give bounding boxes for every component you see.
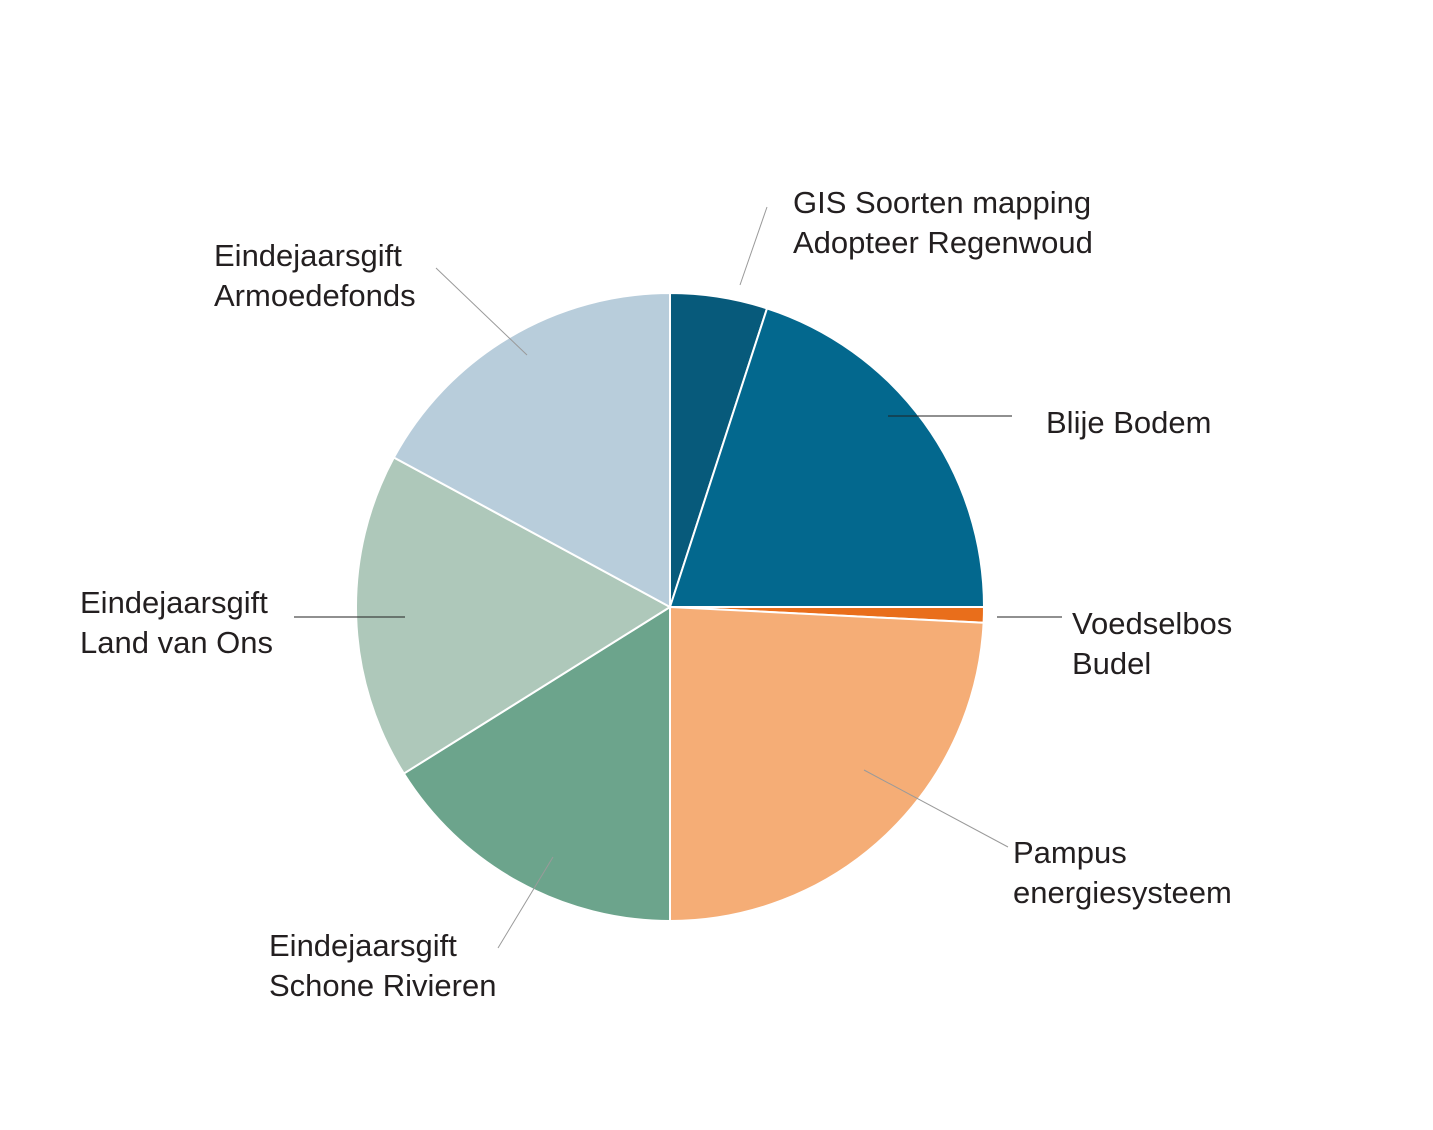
leader-lines	[294, 206, 1062, 949]
slice-labels: GIS Soorten mapping Adopteer Regenwoud Bli…	[80, 185, 1232, 1003]
slice-label-line: Budel	[1072, 646, 1151, 681]
slice-label-line: Armoedefonds	[214, 278, 416, 313]
leader-line-7	[435, 267, 528, 356]
slice-label-line: Eindejaarsgift	[269, 928, 457, 963]
slice-label-5: Eindejaarsgift Schone Rivieren	[269, 928, 496, 1003]
slice-label-6: Eindejaarsgift Land van Ons	[80, 585, 273, 660]
leader-line-1	[739, 206, 768, 286]
slice-label-line: Eindejaarsgift	[80, 585, 268, 620]
leader-line-5	[497, 856, 554, 949]
slice-label-line: Schone Rivieren	[269, 968, 496, 1003]
slice-label-line: Voedselbos	[1072, 606, 1232, 641]
pie-slice-7	[392, 292, 671, 608]
slice-label-line: Adopteer Regenwoud	[793, 225, 1093, 260]
slice-label-1: GIS Soorten mapping Adopteer Regenwoud	[793, 185, 1093, 260]
slice-label-line: Blije Bodem	[1046, 405, 1211, 440]
slice-label-line: energiesysteem	[1013, 875, 1232, 910]
pie-slice-2	[669, 307, 985, 608]
slice-label-2: Blije Bodem	[1046, 405, 1211, 440]
leader-line-4	[863, 769, 1009, 848]
slice-label-4: Pampus energiesysteem	[1013, 835, 1232, 910]
slice-label-line: Pampus	[1013, 835, 1127, 870]
slice-label-line: GIS Soorten mapping	[793, 185, 1091, 220]
pie-slice-5	[402, 606, 671, 922]
pie-slice-4	[669, 606, 985, 922]
slice-label-3: Voedselbos Budel	[1072, 606, 1232, 681]
slice-label-line: Land van Ons	[80, 625, 273, 660]
pie-slices	[355, 292, 985, 922]
slice-label-7: Eindejaarsgift Armoedefonds	[214, 238, 416, 313]
slice-label-line: Eindejaarsgift	[214, 238, 402, 273]
